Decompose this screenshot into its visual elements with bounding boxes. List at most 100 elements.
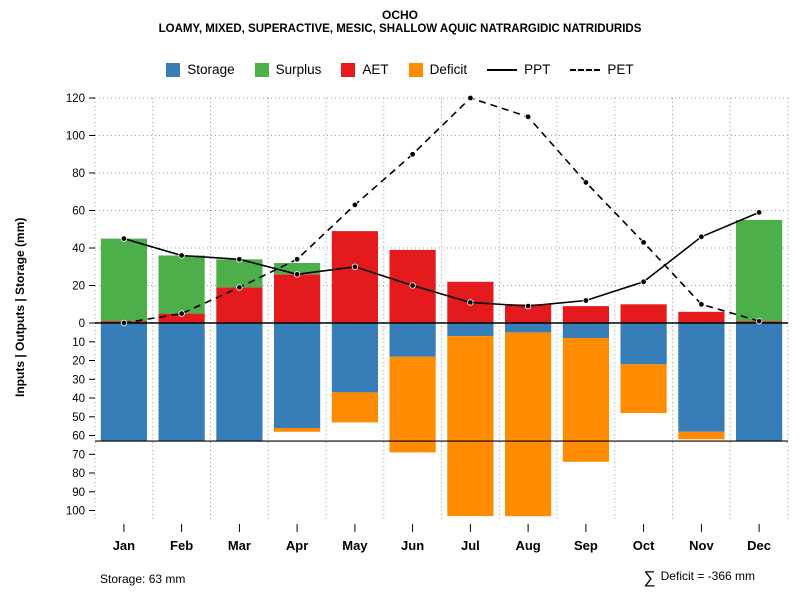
x-tick-label-mar: Mar xyxy=(228,538,251,553)
y-tick-label: 10 xyxy=(72,337,85,349)
bar-storage-oct xyxy=(620,323,667,365)
pet-point-mar xyxy=(236,284,243,291)
x-tick-label-jun: Jun xyxy=(401,538,424,553)
y-tick-label: 20 xyxy=(72,281,85,293)
legend-item-deficit: Deficit xyxy=(408,62,467,77)
legend-label-pet: PET xyxy=(607,62,634,77)
pet-swatch-icon xyxy=(570,68,601,71)
ppt-point-nov xyxy=(698,233,705,240)
ppt-point-aug xyxy=(524,302,532,310)
ppt-point-oct xyxy=(640,278,647,285)
pet-point-aug xyxy=(524,113,532,120)
pet-point-feb xyxy=(178,310,185,317)
pet-point-jun xyxy=(409,151,416,158)
ppt-point-mar xyxy=(236,256,243,263)
bar-storage-aug xyxy=(505,323,552,333)
ppt-point-sep xyxy=(582,297,590,304)
chart-subtitle: LOAMY, MIXED, SUPERACTIVE, MESIC, SHALLO… xyxy=(158,23,642,35)
ppt-point-jun xyxy=(409,282,416,289)
deficit-sum-text: Deficit = -366 mm xyxy=(660,569,755,583)
y-tick-label: 30 xyxy=(72,374,85,386)
bar-deficit-sep xyxy=(562,338,609,462)
x-tick-label-jan: Jan xyxy=(113,538,135,553)
bar-deficit-apr xyxy=(274,428,321,432)
x-tick-label-may: May xyxy=(342,538,368,553)
ppt-point-jul xyxy=(467,299,474,306)
surplus-swatch-icon xyxy=(254,62,269,77)
bar-aet-sep xyxy=(562,306,609,323)
legend-item-surplus: Surplus xyxy=(254,62,321,77)
y-tick-label: 70 xyxy=(72,449,85,461)
pet-point-sep xyxy=(582,179,590,186)
chart-legend: Storage Surplus AET Deficit PPT PET xyxy=(0,62,800,77)
bar-deficit-nov xyxy=(678,431,725,440)
aet-swatch-icon xyxy=(341,62,356,77)
pet-point-nov xyxy=(698,301,705,308)
ppt-point-may xyxy=(351,263,359,270)
bar-deficit-jun xyxy=(389,356,436,453)
storage-swatch-icon xyxy=(166,62,181,77)
legend-label-aet: AET xyxy=(362,62,389,77)
bar-storage-dec xyxy=(736,323,783,442)
x-tick-label-jul: Jul xyxy=(461,538,480,553)
ppt-swatch-icon xyxy=(487,68,518,71)
ppt-point-dec xyxy=(755,209,763,216)
legend-label-storage: Storage xyxy=(187,62,235,77)
bar-storage-sep xyxy=(562,323,609,338)
chart-title: OCHO xyxy=(382,8,418,22)
pet-point-apr xyxy=(293,256,301,263)
y-tick-label: 20 xyxy=(72,356,85,368)
bar-storage-jun xyxy=(389,323,436,357)
legend-item-storage: Storage xyxy=(166,62,235,77)
bar-deficit-jul xyxy=(447,336,494,517)
bar-aet-mar xyxy=(216,287,263,323)
ppt-point-jan xyxy=(120,235,128,242)
x-tick-label-oct: Oct xyxy=(633,538,655,553)
bar-aet-feb xyxy=(158,313,205,323)
bar-storage-feb xyxy=(158,323,205,442)
y-tick-label: 100 xyxy=(66,506,85,518)
x-tick-label-nov: Nov xyxy=(689,538,714,553)
chart-canvas: 0 20 40 60 80 100 120 10 20 30 40 50 60 70 80 90 100 Jan F… xyxy=(66,93,789,553)
y-tick-label: 100 xyxy=(66,131,85,143)
x-tick-label-dec: Dec xyxy=(747,538,771,553)
sigma-icon: ∑ xyxy=(643,568,656,587)
y-tick-label: 60 xyxy=(72,431,85,443)
y-tick-label: 0 xyxy=(79,318,85,330)
bar-surplus-feb xyxy=(158,255,205,314)
x-tick-label-aug: Aug xyxy=(515,538,540,553)
bar-deficit-aug xyxy=(505,332,552,517)
legend-item-ppt: PPT xyxy=(487,62,550,77)
y-tick-label: 40 xyxy=(72,243,85,255)
legend-label-ppt: PPT xyxy=(524,62,551,77)
x-tick-label-feb: Feb xyxy=(170,538,193,553)
bar-surplus-jan xyxy=(100,238,147,322)
y-tick-label: 50 xyxy=(72,412,85,424)
pet-point-dec xyxy=(755,317,763,325)
bar-surplus-dec xyxy=(736,219,783,322)
bar-storage-apr xyxy=(274,323,321,428)
bar-aet-oct xyxy=(620,304,667,324)
pet-point-oct xyxy=(640,239,647,246)
deficit-sum-annotation: ∑ Deficit = -366 mm xyxy=(644,568,755,588)
y-tick-label: 90 xyxy=(72,487,85,499)
bar-aet-aug xyxy=(505,304,552,324)
bar-surplus-apr xyxy=(274,263,321,275)
y-tick-label: 60 xyxy=(72,206,85,218)
bar-storage-jan xyxy=(100,323,147,442)
bar-deficit-may xyxy=(331,392,378,423)
storage-annotation: Storage: 63 mm xyxy=(100,572,186,586)
bar-storage-jul xyxy=(447,323,494,337)
bar-storage-may xyxy=(331,323,378,393)
bar-storage-nov xyxy=(678,323,725,432)
ppt-line xyxy=(123,211,760,307)
pet-line xyxy=(123,97,760,324)
bar-aet-may xyxy=(331,231,378,323)
x-tick-label-apr: Apr xyxy=(286,538,308,553)
bar-deficit-oct xyxy=(620,364,667,414)
y-tick-label: 40 xyxy=(72,393,85,405)
ppt-point-apr xyxy=(293,271,301,278)
x-tick-label-sep: Sep xyxy=(574,538,598,553)
bar-aet-nov xyxy=(678,311,725,324)
